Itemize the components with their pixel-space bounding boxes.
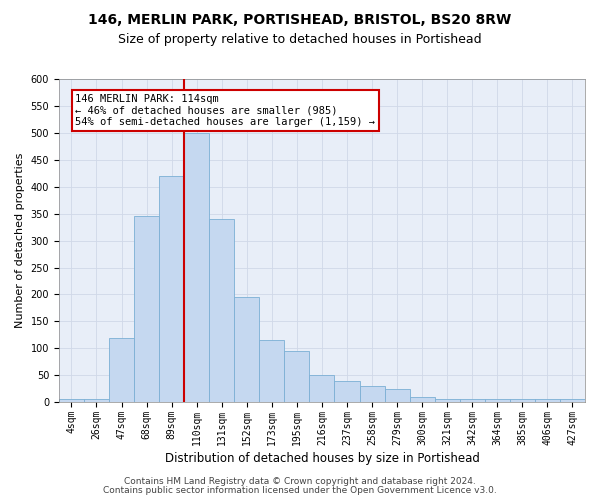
- Bar: [284, 351, 310, 402]
- Bar: [535, 400, 560, 402]
- Bar: [159, 176, 184, 402]
- Bar: [434, 400, 460, 402]
- Bar: [234, 297, 259, 402]
- Bar: [410, 397, 434, 402]
- Bar: [184, 133, 209, 402]
- Bar: [84, 400, 109, 402]
- Y-axis label: Number of detached properties: Number of detached properties: [15, 153, 25, 328]
- Bar: [310, 375, 334, 402]
- Bar: [259, 340, 284, 402]
- Bar: [485, 400, 510, 402]
- Bar: [460, 400, 485, 402]
- Bar: [209, 219, 234, 402]
- Text: Size of property relative to detached houses in Portishead: Size of property relative to detached ho…: [118, 32, 482, 46]
- Bar: [359, 386, 385, 402]
- Bar: [334, 380, 359, 402]
- Bar: [510, 400, 535, 402]
- X-axis label: Distribution of detached houses by size in Portishead: Distribution of detached houses by size …: [164, 452, 479, 465]
- Bar: [560, 400, 585, 402]
- Bar: [385, 388, 410, 402]
- Text: Contains public sector information licensed under the Open Government Licence v3: Contains public sector information licen…: [103, 486, 497, 495]
- Bar: [109, 338, 134, 402]
- Text: 146 MERLIN PARK: 114sqm
← 46% of detached houses are smaller (985)
54% of semi-d: 146 MERLIN PARK: 114sqm ← 46% of detache…: [75, 94, 375, 128]
- Text: 146, MERLIN PARK, PORTISHEAD, BRISTOL, BS20 8RW: 146, MERLIN PARK, PORTISHEAD, BRISTOL, B…: [88, 12, 512, 26]
- Bar: [59, 400, 84, 402]
- Text: Contains HM Land Registry data © Crown copyright and database right 2024.: Contains HM Land Registry data © Crown c…: [124, 477, 476, 486]
- Bar: [134, 216, 159, 402]
